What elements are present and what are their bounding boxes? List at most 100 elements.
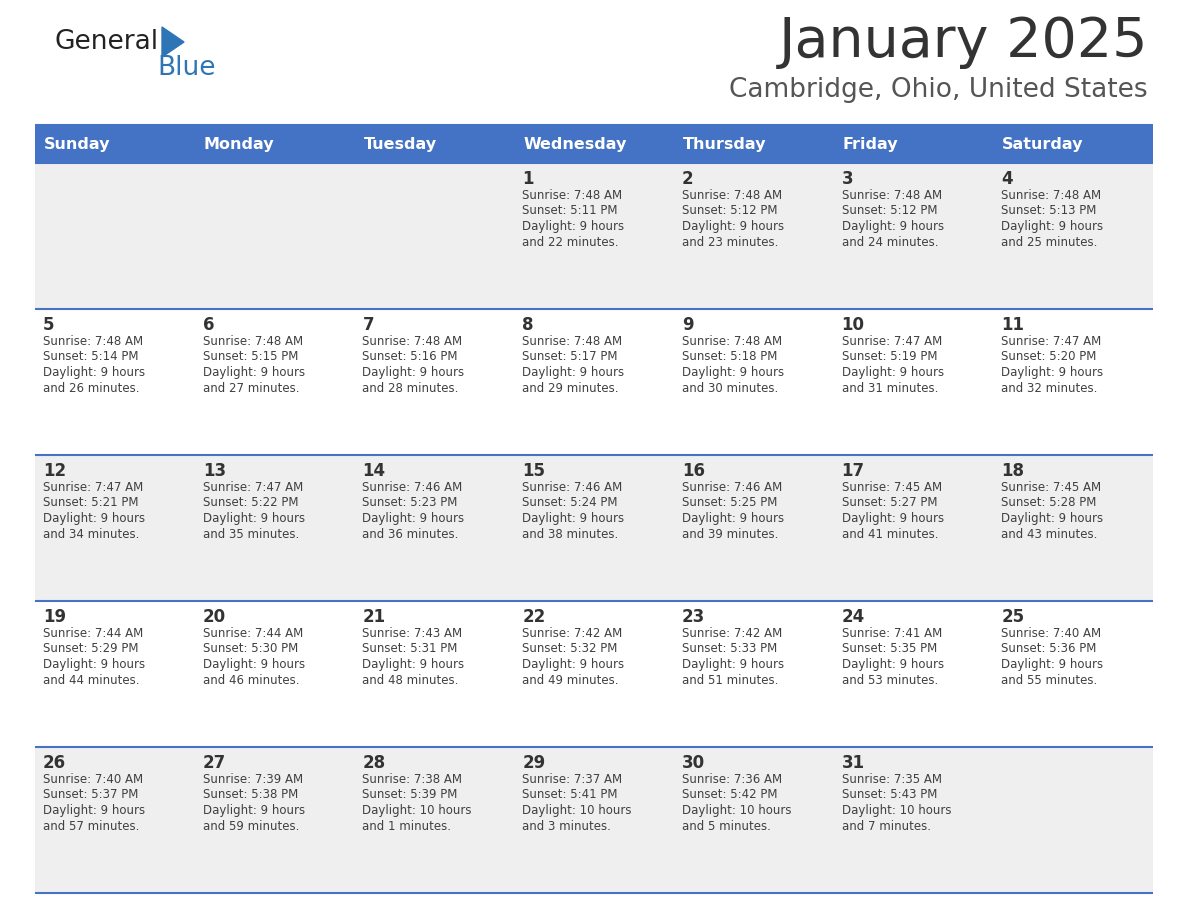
Text: and 25 minutes.: and 25 minutes. [1001,236,1098,249]
Text: Sunrise: 7:47 AM: Sunrise: 7:47 AM [841,335,942,348]
Text: and 53 minutes.: and 53 minutes. [841,674,937,687]
Text: Sunrise: 7:46 AM: Sunrise: 7:46 AM [523,481,623,494]
Text: Sunset: 5:41 PM: Sunset: 5:41 PM [523,789,618,801]
Text: Sunset: 5:32 PM: Sunset: 5:32 PM [523,643,618,655]
Text: and 38 minutes.: and 38 minutes. [523,528,619,541]
Text: and 51 minutes.: and 51 minutes. [682,674,778,687]
Text: Thursday: Thursday [683,137,766,151]
Text: Sunrise: 7:40 AM: Sunrise: 7:40 AM [43,773,143,786]
Text: Daylight: 9 hours: Daylight: 9 hours [203,366,305,379]
Text: and 46 minutes.: and 46 minutes. [203,674,299,687]
Text: Daylight: 9 hours: Daylight: 9 hours [43,804,145,817]
Text: Sunset: 5:13 PM: Sunset: 5:13 PM [1001,205,1097,218]
Text: 10: 10 [841,316,865,334]
Text: and 24 minutes.: and 24 minutes. [841,236,939,249]
Text: Sunset: 5:36 PM: Sunset: 5:36 PM [1001,643,1097,655]
Text: Daylight: 9 hours: Daylight: 9 hours [203,512,305,525]
Text: and 23 minutes.: and 23 minutes. [682,236,778,249]
Text: Sunrise: 7:43 AM: Sunrise: 7:43 AM [362,627,462,640]
Text: Daylight: 10 hours: Daylight: 10 hours [362,804,472,817]
Text: Sunrise: 7:41 AM: Sunrise: 7:41 AM [841,627,942,640]
Text: 28: 28 [362,754,386,772]
Text: Sunset: 5:39 PM: Sunset: 5:39 PM [362,789,457,801]
Text: Daylight: 9 hours: Daylight: 9 hours [203,804,305,817]
Text: 14: 14 [362,462,386,480]
Text: Daylight: 10 hours: Daylight: 10 hours [523,804,632,817]
Text: Sunrise: 7:48 AM: Sunrise: 7:48 AM [682,189,782,202]
Text: Sunset: 5:11 PM: Sunset: 5:11 PM [523,205,618,218]
Text: 29: 29 [523,754,545,772]
Text: and 7 minutes.: and 7 minutes. [841,820,930,833]
Text: Sunrise: 7:48 AM: Sunrise: 7:48 AM [523,335,623,348]
Text: 20: 20 [203,608,226,626]
Text: 1: 1 [523,170,533,188]
Text: 18: 18 [1001,462,1024,480]
Text: Sunrise: 7:42 AM: Sunrise: 7:42 AM [682,627,782,640]
Text: Sunrise: 7:48 AM: Sunrise: 7:48 AM [841,189,942,202]
Text: and 5 minutes.: and 5 minutes. [682,820,771,833]
Text: Sunday: Sunday [44,137,110,151]
Text: and 41 minutes.: and 41 minutes. [841,528,939,541]
Text: 23: 23 [682,608,706,626]
Text: 7: 7 [362,316,374,334]
Text: Sunset: 5:12 PM: Sunset: 5:12 PM [682,205,777,218]
Text: 5: 5 [43,316,55,334]
Text: Sunset: 5:43 PM: Sunset: 5:43 PM [841,789,937,801]
Text: Sunrise: 7:48 AM: Sunrise: 7:48 AM [682,335,782,348]
Text: Sunset: 5:25 PM: Sunset: 5:25 PM [682,497,777,509]
Text: General: General [55,29,159,55]
Text: and 3 minutes.: and 3 minutes. [523,820,611,833]
Text: Sunset: 5:29 PM: Sunset: 5:29 PM [43,643,139,655]
Text: 25: 25 [1001,608,1024,626]
Text: Sunrise: 7:46 AM: Sunrise: 7:46 AM [682,481,782,494]
Bar [34,747,1154,893]
Text: Blue: Blue [157,55,215,81]
Text: Sunrise: 7:48 AM: Sunrise: 7:48 AM [43,335,143,348]
Text: Daylight: 9 hours: Daylight: 9 hours [523,220,624,233]
Text: Sunrise: 7:47 AM: Sunrise: 7:47 AM [1001,335,1101,348]
Bar [993,125,1154,163]
Text: Sunset: 5:23 PM: Sunset: 5:23 PM [362,497,457,509]
Polygon shape [162,27,184,57]
Bar [834,125,993,163]
Text: Sunrise: 7:47 AM: Sunrise: 7:47 AM [203,481,303,494]
Text: Sunrise: 7:47 AM: Sunrise: 7:47 AM [43,481,144,494]
Text: 8: 8 [523,316,533,334]
Text: Sunrise: 7:48 AM: Sunrise: 7:48 AM [523,189,623,202]
Text: Sunrise: 7:45 AM: Sunrise: 7:45 AM [841,481,942,494]
Text: Sunrise: 7:44 AM: Sunrise: 7:44 AM [203,627,303,640]
Text: Sunset: 5:37 PM: Sunset: 5:37 PM [43,789,138,801]
Text: Sunrise: 7:35 AM: Sunrise: 7:35 AM [841,773,942,786]
Bar [34,125,195,163]
Text: and 34 minutes.: and 34 minutes. [43,528,139,541]
Text: 6: 6 [203,316,214,334]
Text: Sunset: 5:19 PM: Sunset: 5:19 PM [841,351,937,364]
Bar [34,163,1154,309]
Text: Sunset: 5:12 PM: Sunset: 5:12 PM [841,205,937,218]
Text: Daylight: 9 hours: Daylight: 9 hours [203,658,305,671]
Text: Sunset: 5:17 PM: Sunset: 5:17 PM [523,351,618,364]
Bar [514,125,674,163]
Text: Sunrise: 7:37 AM: Sunrise: 7:37 AM [523,773,623,786]
Text: 3: 3 [841,170,853,188]
Text: Sunset: 5:31 PM: Sunset: 5:31 PM [362,643,457,655]
Text: 19: 19 [43,608,67,626]
Text: 11: 11 [1001,316,1024,334]
Text: and 39 minutes.: and 39 minutes. [682,528,778,541]
Text: Daylight: 9 hours: Daylight: 9 hours [43,366,145,379]
Text: and 1 minutes.: and 1 minutes. [362,820,451,833]
Text: 15: 15 [523,462,545,480]
Text: 9: 9 [682,316,694,334]
Text: Sunset: 5:15 PM: Sunset: 5:15 PM [203,351,298,364]
Text: Daylight: 10 hours: Daylight: 10 hours [682,804,791,817]
Text: Sunset: 5:21 PM: Sunset: 5:21 PM [43,497,139,509]
Text: and 44 minutes.: and 44 minutes. [43,674,139,687]
Text: 16: 16 [682,462,704,480]
Text: and 48 minutes.: and 48 minutes. [362,674,459,687]
Text: and 36 minutes.: and 36 minutes. [362,528,459,541]
Text: Daylight: 9 hours: Daylight: 9 hours [523,512,624,525]
Text: and 31 minutes.: and 31 minutes. [841,382,939,395]
Text: Daylight: 9 hours: Daylight: 9 hours [841,658,943,671]
Text: Sunrise: 7:38 AM: Sunrise: 7:38 AM [362,773,462,786]
Text: Sunrise: 7:48 AM: Sunrise: 7:48 AM [203,335,303,348]
